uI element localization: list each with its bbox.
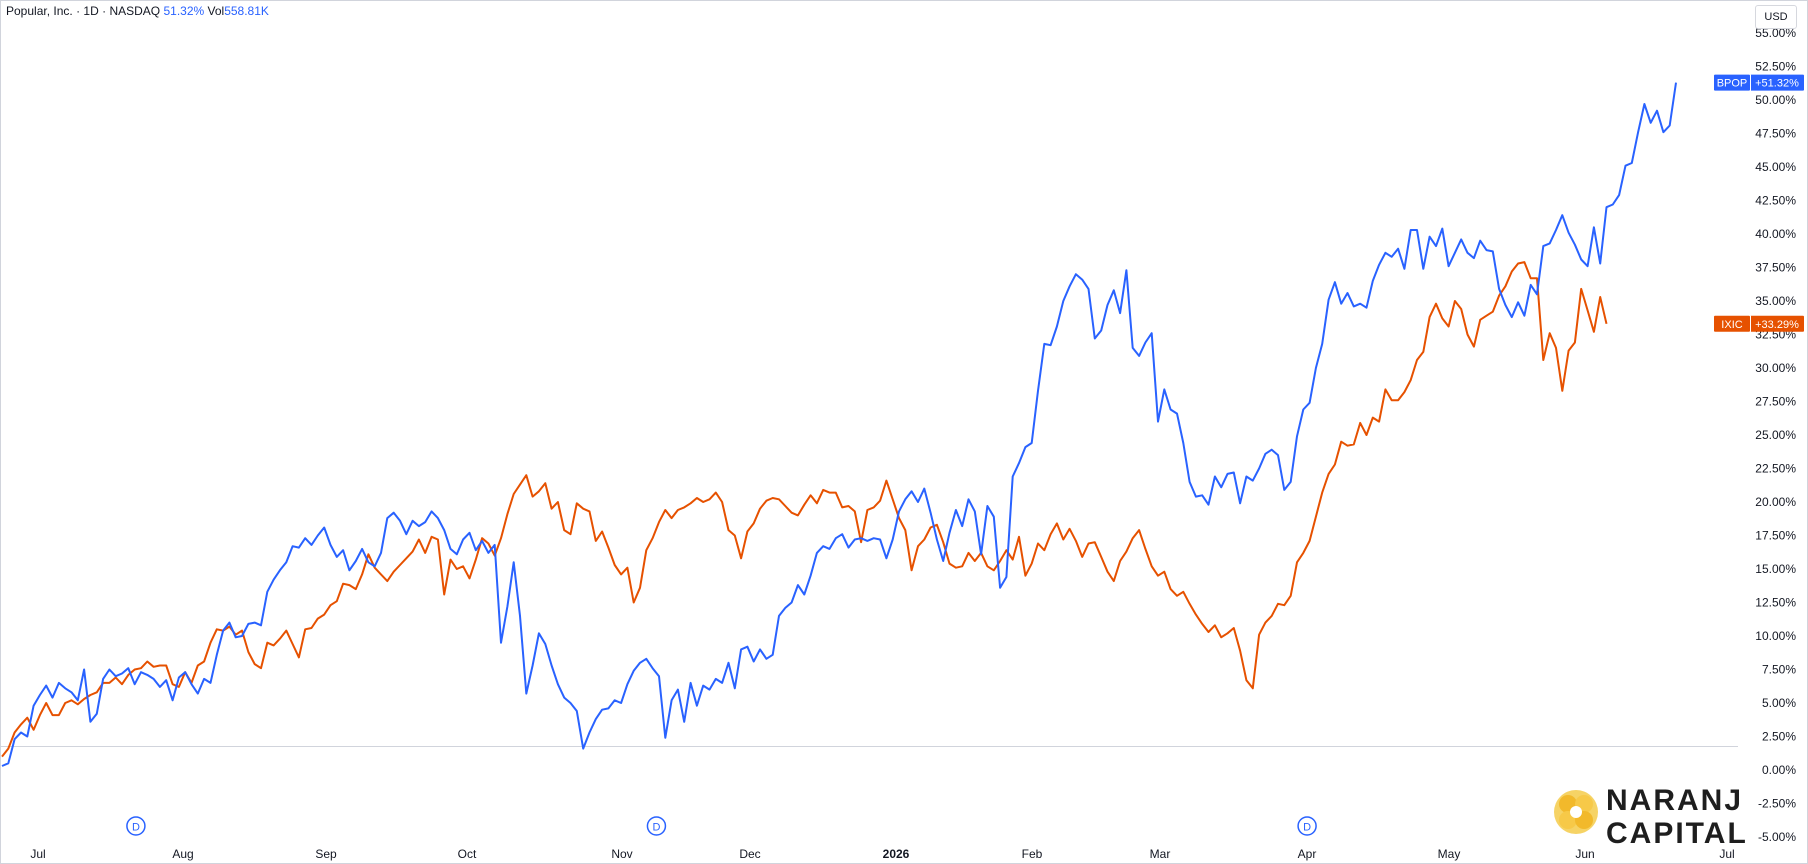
naranj-logo-icon: [1554, 790, 1598, 834]
series-line-ixic[interactable]: [1, 261, 1608, 758]
volume-value: 558.81K: [224, 4, 269, 18]
y-tick-label: 27.50%: [1755, 395, 1796, 409]
time-axis[interactable]: Jul Aug Sep Oct Nov Dec 2026 Feb Mar Apr May Jun Jul: [30, 847, 1734, 861]
x-tick-label: Jul: [30, 847, 45, 861]
y-tick-label: 12.50%: [1755, 596, 1796, 610]
dividend-marker[interactable]: D: [646, 816, 667, 836]
x-tick-label: Feb: [1022, 847, 1043, 861]
x-tick-label: Mar: [1150, 847, 1171, 861]
series-line-bpop[interactable]: [1, 82, 1677, 767]
interval[interactable]: 1D: [83, 4, 99, 18]
currency-button[interactable]: USD: [1755, 5, 1797, 29]
x-tick-label: Nov: [611, 847, 632, 861]
series-value-label: +51.32%: [1755, 78, 1799, 90]
x-tick-label: Apr: [1298, 847, 1317, 861]
change-percent: 51.32%: [163, 4, 205, 18]
y-tick-label: 52.50%: [1755, 60, 1796, 74]
y-tick-label: 42.50%: [1755, 194, 1796, 208]
dividend-marker-text: D: [132, 822, 140, 834]
y-tick-label: 22.50%: [1755, 462, 1796, 476]
series-layer: [1, 82, 1677, 767]
brand-line-1: NARANJ: [1606, 784, 1744, 817]
series-value-label: +33.29%: [1755, 319, 1799, 331]
series-name-label: IXIC: [1721, 319, 1742, 331]
y-tick-label: 10.00%: [1755, 629, 1796, 643]
dividend-marker[interactable]: D: [1297, 816, 1317, 836]
legend-separator: ·: [102, 4, 107, 18]
x-tick-label: May: [1438, 847, 1461, 861]
brand-line-2: CAPITAL: [1606, 817, 1748, 850]
symbol-name[interactable]: Popular, Inc.: [6, 4, 73, 18]
y-tick-label: -5.00%: [1758, 830, 1796, 844]
y-tick-label: -2.50%: [1758, 797, 1796, 811]
legend: Popular, Inc. · 1D · NASDAQ 51.32% Vol55…: [6, 4, 269, 18]
dividend-marker-text: D: [1303, 822, 1311, 834]
exchange: NASDAQ: [109, 4, 161, 18]
y-tick-label: 37.50%: [1755, 261, 1796, 275]
x-tick-label: Dec: [739, 847, 760, 861]
x-tick-label: Jun: [1575, 847, 1594, 861]
y-tick-label: 45.00%: [1755, 160, 1796, 174]
y-tick-label: 7.50%: [1762, 663, 1796, 677]
y-tick-label: 55.00%: [1755, 26, 1796, 40]
brand-text: NARANJ CAPITAL: [1606, 784, 1748, 850]
y-tick-label: 47.50%: [1755, 127, 1796, 141]
x-tick-label: 2026: [883, 847, 910, 861]
volume-label: Vol: [207, 4, 225, 18]
legend-separator: ·: [76, 4, 81, 18]
x-tick-label: Jul: [1719, 847, 1734, 861]
y-tick-label: 25.00%: [1755, 428, 1796, 442]
x-tick-label: Aug: [172, 847, 193, 861]
price-axis[interactable]: -5.00% -2.50% 0.00% 2.50% 5.00% 7.50% 10.00% 12…: [1755, 26, 1796, 844]
y-tick-label: 0.00%: [1762, 763, 1796, 777]
last-value-label-ixic: IXIC +33.29%: [1714, 315, 1804, 332]
last-value-labels: BPOP +51.32% IXIC +33.29%: [1714, 74, 1804, 332]
y-tick-label: 17.50%: [1755, 529, 1796, 543]
y-tick-label: 20.00%: [1755, 495, 1796, 509]
y-tick-label: 5.00%: [1762, 696, 1796, 710]
series-name-label: BPOP: [1717, 78, 1748, 90]
y-tick-label: 50.00%: [1755, 93, 1796, 107]
y-tick-label: 40.00%: [1755, 227, 1796, 241]
y-tick-label: 35.00%: [1755, 294, 1796, 308]
x-tick-label: Oct: [458, 847, 477, 861]
y-tick-label: 30.00%: [1755, 361, 1796, 375]
dividend-marker[interactable]: D: [126, 816, 146, 836]
x-tick-label: Sep: [315, 847, 337, 861]
last-value-label-bpop: BPOP +51.32%: [1714, 74, 1804, 91]
dividend-marker-text: D: [652, 822, 660, 834]
y-tick-label: 2.50%: [1762, 730, 1796, 744]
y-tick-label: 15.00%: [1755, 562, 1796, 576]
